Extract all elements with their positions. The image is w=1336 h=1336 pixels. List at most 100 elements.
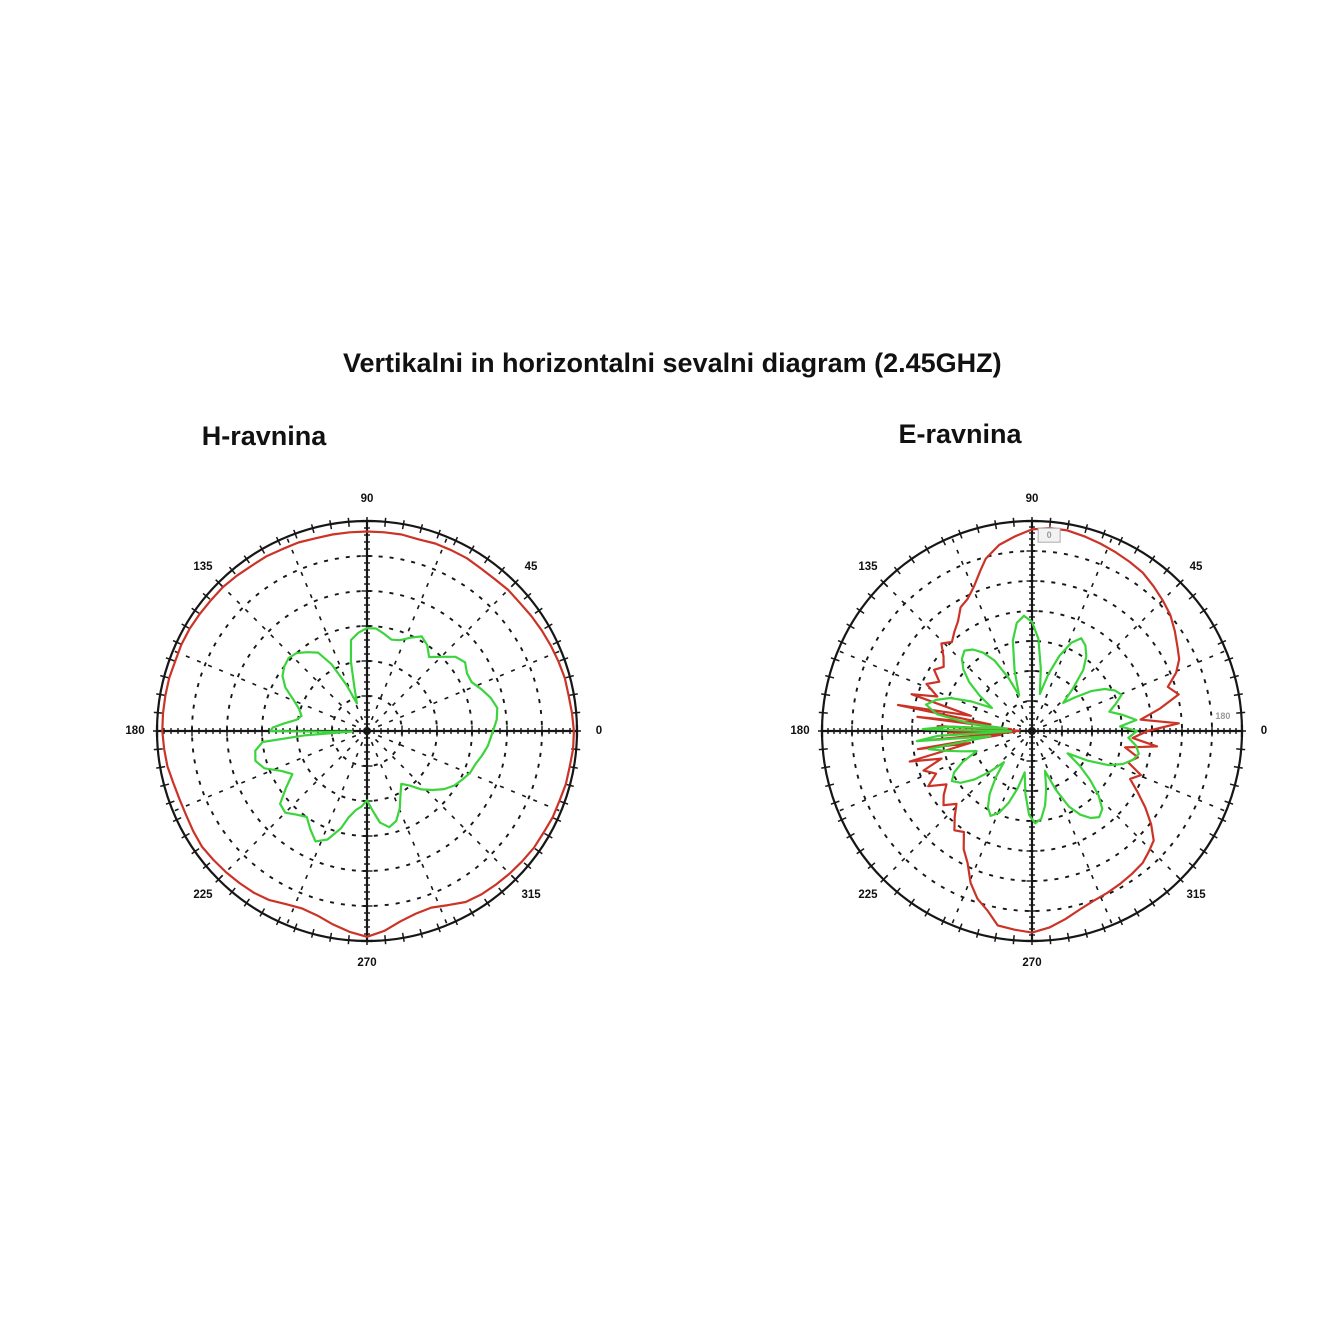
angle-label-0: 0 — [1261, 725, 1267, 737]
rim-tick — [1101, 923, 1106, 933]
rim-tick — [483, 555, 491, 564]
rim-tick — [1233, 693, 1243, 697]
rim-tick — [1176, 875, 1184, 883]
rim-tick — [153, 711, 163, 714]
rim-tick — [568, 693, 578, 697]
rim-tick — [1163, 566, 1171, 575]
rim-tick — [259, 908, 266, 917]
rim-tick — [958, 923, 963, 933]
rim-tick — [940, 916, 947, 926]
rim-tick — [924, 545, 931, 554]
rim-tick — [401, 932, 405, 942]
rim-tick — [1012, 517, 1015, 527]
rim-tick — [1199, 847, 1208, 855]
rim-tick — [818, 748, 828, 751]
rim-tick — [564, 674, 574, 679]
h-plane-subtitle: H-ravnina — [201, 421, 327, 451]
rim-tick — [830, 800, 840, 805]
rim-tick — [1217, 816, 1227, 823]
faint-label: 180 — [1215, 711, 1230, 721]
rim-tick — [825, 783, 835, 788]
rim-tick — [1148, 898, 1156, 907]
rim-tick — [156, 693, 166, 697]
rim-tick — [165, 657, 175, 662]
rim-tick — [867, 592, 876, 600]
angle-label-225: 225 — [193, 889, 213, 901]
page-title: Vertikalni in horizontalni sevalni diagr… — [343, 348, 1002, 378]
faint-label-box — [1037, 527, 1061, 543]
rim-tick — [310, 928, 315, 938]
rim-tick — [534, 607, 543, 615]
rim-tick — [1236, 748, 1246, 751]
rim-tick — [228, 887, 236, 896]
rim-tick — [1148, 555, 1156, 564]
rim-tick — [880, 579, 888, 587]
rim-tick — [1163, 887, 1171, 896]
angle-label-90: 90 — [1026, 493, 1039, 505]
rim-tick — [384, 517, 387, 527]
rim-tick — [825, 674, 835, 679]
rim-tick — [1084, 524, 1089, 534]
rim-tick — [1217, 639, 1227, 646]
angle-label-225: 225 — [858, 889, 878, 901]
rim-tick — [153, 748, 163, 751]
rim-tick — [419, 928, 424, 938]
angle-label-135: 135 — [193, 561, 213, 573]
rim-tick — [821, 693, 831, 697]
rim-tick — [1188, 592, 1197, 600]
rim-tick — [1133, 545, 1140, 554]
rim-tick — [924, 908, 931, 917]
rim-tick — [1049, 517, 1052, 527]
e-plane-polar-svg: 0 45 90 135 180 225 270 315 0 180 — [790, 493, 1267, 969]
rim-tick — [191, 607, 200, 615]
rim-tick — [1084, 928, 1089, 938]
rim-tick — [419, 524, 424, 534]
rim-tick — [837, 639, 847, 646]
rim-tick — [347, 517, 350, 527]
rim-tick — [452, 916, 459, 926]
rim-tick — [468, 545, 475, 554]
rim-tick — [830, 657, 840, 662]
rim-tick — [1236, 711, 1246, 714]
angle-label-315: 315 — [521, 889, 541, 901]
rim-tick — [436, 923, 441, 933]
rim-tick — [401, 520, 405, 530]
rim-tick — [1199, 607, 1208, 615]
rim-tick — [975, 524, 980, 534]
angle-label-270: 270 — [1022, 957, 1041, 969]
rim-tick — [1209, 832, 1218, 839]
rim-tick — [202, 862, 211, 870]
rim-tick — [1224, 800, 1234, 805]
rim-tick — [880, 875, 888, 883]
rim-tick — [893, 887, 901, 896]
e-plane-polar-chart: 0 45 90 135 180 225 270 315 0 180 — [772, 471, 1292, 991]
angle-label-45: 45 — [1190, 561, 1203, 573]
angle-label-0: 0 — [596, 725, 602, 737]
rim-tick — [436, 529, 441, 539]
rim-tick — [160, 674, 170, 679]
angle-label-270: 270 — [357, 957, 376, 969]
rim-tick — [908, 898, 916, 907]
rim-tick — [1209, 623, 1218, 630]
rim-tick — [498, 887, 506, 896]
rim-tick — [523, 862, 532, 870]
rim-tick — [523, 592, 532, 600]
e-ravnina-green-trace — [915, 614, 1140, 825]
rim-tick — [329, 520, 333, 530]
rim-tick — [994, 932, 998, 942]
angle-label-180: 180 — [790, 725, 809, 737]
rim-tick — [1176, 579, 1184, 587]
rim-tick — [172, 816, 182, 823]
rim-tick — [293, 923, 298, 933]
rim-tick — [1066, 932, 1070, 942]
h-ravnina-green-trace — [254, 627, 499, 843]
rim-tick — [559, 800, 569, 805]
rim-tick — [511, 875, 519, 883]
rim-tick — [275, 536, 282, 546]
angle-gridline — [366, 730, 517, 881]
rim-tick — [1012, 935, 1015, 945]
angle-gridline — [1031, 730, 1182, 881]
rim-tick — [975, 928, 980, 938]
rim-tick — [243, 555, 251, 564]
